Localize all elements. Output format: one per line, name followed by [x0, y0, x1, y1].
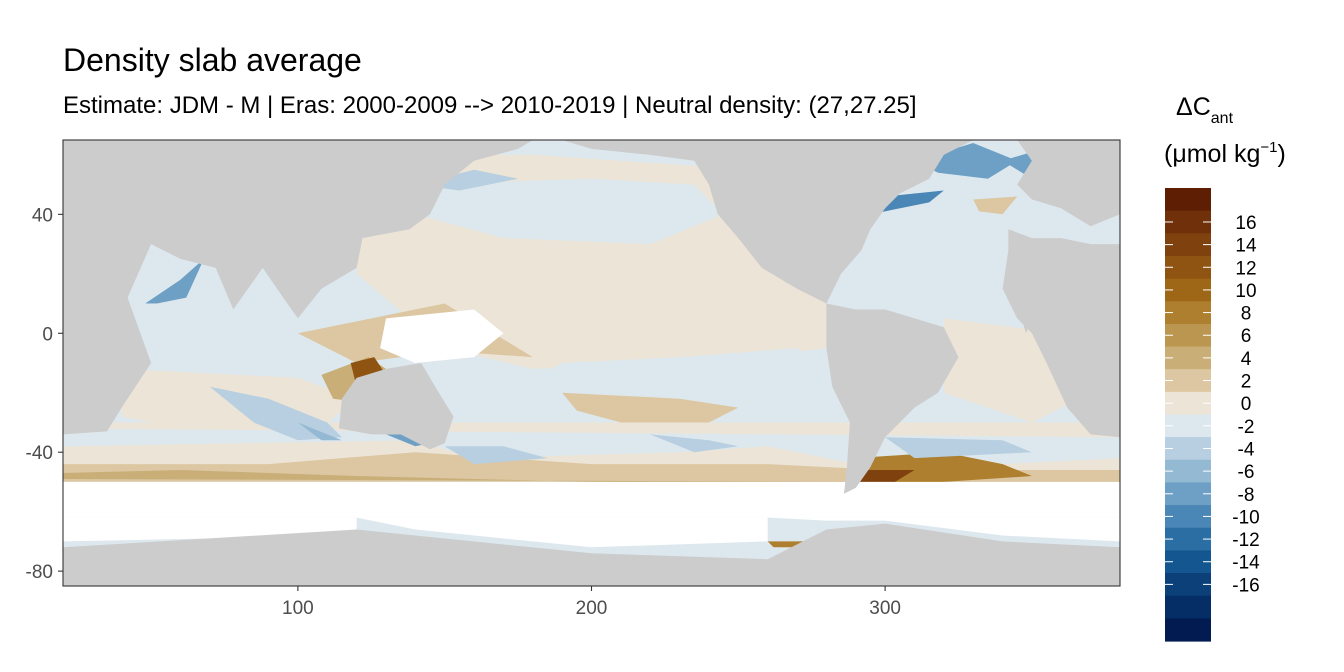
- nodata-area-0: [63, 481, 1120, 518]
- legend-label-10: 10: [1235, 281, 1256, 302]
- land-mass-6: [1002, 229, 1120, 438]
- land-mask: [63, 140, 1120, 586]
- field-region-22: [855, 452, 1032, 488]
- field-region-5: [415, 178, 724, 245]
- land-mass-7: [1008, 273, 1032, 334]
- field-region-24: [885, 437, 1032, 459]
- legend-label-14: 14: [1235, 236, 1257, 257]
- land-mass-2: [339, 363, 454, 450]
- land-mass-1: [63, 140, 152, 259]
- legend-label-4: 4: [1241, 349, 1252, 370]
- legend-swatch-8: [1165, 369, 1211, 393]
- nodata-area-2: [356, 517, 768, 548]
- legend-swatch-15: [1165, 527, 1211, 551]
- y-tick-label-40: 40: [32, 205, 53, 226]
- field-region-14: [297, 422, 342, 441]
- legend-swatch-13: [1165, 482, 1211, 506]
- legend-title-unit: (μmol kg−1): [1164, 139, 1286, 168]
- field-region-32: [973, 196, 1018, 215]
- legend-label--12: -12: [1232, 530, 1259, 551]
- nodata-area-4: [380, 309, 504, 363]
- legend-swatch-7: [1165, 346, 1211, 370]
- legend-swatch-4: [1165, 278, 1211, 302]
- legend-swatch-19: [1165, 618, 1211, 642]
- legend-label--16: -16: [1232, 575, 1259, 596]
- legend-label--10: -10: [1232, 507, 1259, 528]
- legend-label--14: -14: [1232, 553, 1260, 574]
- x-tick-label-200: 200: [576, 598, 608, 619]
- legend-label--4: -4: [1238, 439, 1255, 460]
- y-tick-label--80: -80: [26, 562, 53, 583]
- legend-swatch-3: [1165, 255, 1211, 280]
- legend-label-16: 16: [1235, 213, 1256, 234]
- field-region-15: [444, 446, 548, 465]
- x-tick-label-300: 300: [869, 598, 901, 619]
- field-region-13: [209, 386, 342, 441]
- land-mass-3: [562, 140, 974, 304]
- legend-swatch-2: [1165, 233, 1211, 257]
- field-region-27: [914, 143, 1018, 179]
- y-tick-label-0: 0: [42, 324, 53, 345]
- legend-colorbar: [1165, 188, 1211, 642]
- page-title: Density slab average: [63, 42, 362, 78]
- legend: ΔCant (μmol kg−1) 1614121086420-2-4-6-8-…: [1164, 93, 1286, 642]
- legend-swatch-0: [1165, 188, 1211, 212]
- legend-swatch-1: [1165, 210, 1211, 234]
- legend-label-8: 8: [1241, 304, 1252, 325]
- x-tick-label-100: 100: [282, 598, 314, 619]
- legend-swatch-5: [1165, 301, 1211, 325]
- legend-label-0: 0: [1241, 394, 1252, 415]
- legend-swatch-17: [1165, 573, 1211, 597]
- legend-title-main: ΔCant: [1176, 93, 1234, 127]
- field-region-9: [855, 199, 1032, 304]
- y-tick-label--40: -40: [26, 443, 53, 464]
- legend-swatch-18: [1165, 595, 1211, 619]
- legend-swatch-10: [1165, 414, 1211, 438]
- legend-swatch-12: [1165, 459, 1211, 484]
- legend-label-12: 12: [1235, 258, 1256, 279]
- legend-swatch-16: [1165, 550, 1211, 574]
- land-mass-5: [1017, 140, 1120, 227]
- field-region-6: [532, 348, 827, 393]
- legend-swatch-9: [1165, 391, 1211, 416]
- field-region-16: [650, 434, 739, 453]
- legend-swatch-14: [1165, 505, 1211, 529]
- legend-label-2: 2: [1241, 372, 1252, 393]
- field-region-18: [145, 258, 204, 304]
- land-mass-0: [63, 140, 533, 435]
- land-mass-8: [63, 523, 1120, 586]
- legend-label--2: -2: [1238, 417, 1255, 438]
- legend-swatch-6: [1165, 323, 1211, 348]
- legend-label--6: -6: [1238, 462, 1255, 483]
- page-subtitle: Estimate: JDM - M | Eras: 2000-2009 --> …: [63, 92, 917, 119]
- legend-label--8: -8: [1238, 485, 1255, 506]
- legend-label-6: 6: [1241, 326, 1252, 347]
- land-mass-4: [826, 303, 959, 494]
- field-region-11: [562, 392, 739, 423]
- nodata-area-3: [767, 517, 1120, 542]
- legend-swatch-11: [1165, 437, 1211, 461]
